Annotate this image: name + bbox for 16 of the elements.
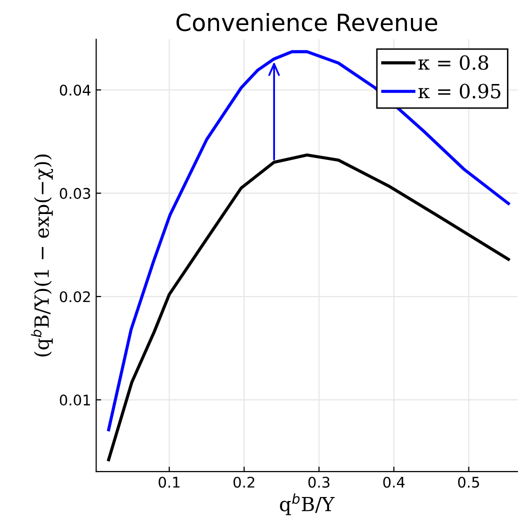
y-tick-label: 0.03 xyxy=(60,188,90,199)
y-tick-label: 0.02 xyxy=(60,291,90,302)
x-tick-label: 0.3 xyxy=(308,476,330,488)
y-tick-label: 0.01 xyxy=(60,394,90,406)
x-tick-label: 0.5 xyxy=(458,476,480,488)
legend-label: κ = 0.95 xyxy=(418,84,500,98)
x-axis-title: q$^{b}$B/Y xyxy=(280,493,335,516)
line-series xyxy=(107,50,510,432)
chart-title: Convenience Revenue xyxy=(176,13,438,32)
x-tick-label: 0.4 xyxy=(383,476,405,488)
legend-label: κ = 0.8 xyxy=(418,55,488,70)
y-axis-title: (q$^{b}$B/Y)(1 − exp(−χ)) xyxy=(30,154,54,356)
x-tick-label: 0.2 xyxy=(234,476,254,488)
x-tick-label: 0.1 xyxy=(158,476,180,488)
line-series xyxy=(107,153,510,462)
y-tick-label: 0.04 xyxy=(60,84,91,96)
